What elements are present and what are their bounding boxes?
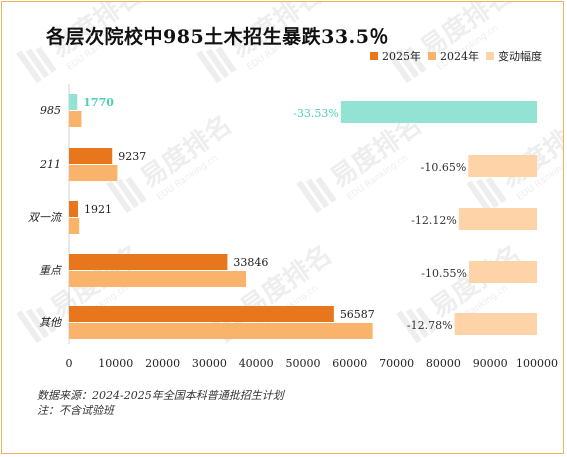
x-tick-label: 70000 xyxy=(379,357,414,370)
bar-2024 xyxy=(69,218,80,234)
category-label: 重点 xyxy=(39,264,63,277)
x-tick-label: 30000 xyxy=(192,357,227,370)
change-bar xyxy=(458,208,537,230)
change-bar xyxy=(468,155,537,177)
x-tick-label: 100000 xyxy=(516,357,558,370)
x-tick-label: 90000 xyxy=(473,357,508,370)
legend: 2025年 2024年 变动幅度 xyxy=(370,49,549,63)
legend-label-2024: 2024年 xyxy=(440,50,479,63)
category-label: 211 xyxy=(39,158,61,171)
legend-swatch-2025 xyxy=(370,52,378,60)
value-label-2025: 33846 xyxy=(233,256,268,269)
value-label-2025: 56587 xyxy=(340,308,375,321)
x-tick-label: 10000 xyxy=(98,357,133,370)
legend-item-change: 变动幅度 xyxy=(486,48,542,64)
legend-swatch-change xyxy=(486,52,494,60)
change-label: -10.65% xyxy=(421,161,467,174)
change-label: -10.55% xyxy=(421,267,467,280)
legend-label-2025: 2025年 xyxy=(382,50,421,63)
value-label-2025: 1921 xyxy=(84,203,112,216)
category-label: 985 xyxy=(40,104,61,117)
x-tick-label: 20000 xyxy=(145,357,180,370)
bar-2025 xyxy=(69,306,334,322)
bar-2024 xyxy=(69,165,118,181)
legend-item-2025: 2025年 xyxy=(370,48,421,64)
bar-2025 xyxy=(69,201,78,217)
bar-2025 xyxy=(69,254,228,270)
legend-swatch-2024 xyxy=(428,52,436,60)
value-label-2025: 9237 xyxy=(118,150,146,163)
x-tick-label: 0 xyxy=(66,357,73,370)
value-label-2025: 1770 xyxy=(83,96,114,109)
change-label: -12.78% xyxy=(407,319,453,332)
bar-2024 xyxy=(69,271,247,287)
category-label: 双一流 xyxy=(28,211,63,224)
chart-notes: 数据来源：2024-2025年全国本科普通批招生计划 注：不含试验班 xyxy=(37,388,284,418)
change-label: -33.53% xyxy=(293,107,339,120)
legend-label-change: 变动幅度 xyxy=(498,50,542,63)
bar-2024 xyxy=(69,111,82,127)
bar-2025 xyxy=(69,148,113,164)
bar-2025 xyxy=(69,94,78,110)
x-tick-label: 40000 xyxy=(239,357,274,370)
bar-2024 xyxy=(69,323,373,339)
legend-item-2024: 2024年 xyxy=(428,48,479,64)
category-label: 其他 xyxy=(39,316,62,329)
x-tick-label: 80000 xyxy=(426,357,461,370)
chart-title: 各层次院校中985土木招生暴跌33.5％ xyxy=(46,26,389,48)
change-bar xyxy=(454,313,537,335)
change-bar xyxy=(468,261,537,283)
exclusion-note: 注：不含试验班 xyxy=(37,404,114,417)
change-label: -12.12% xyxy=(411,214,457,227)
x-tick-label: 50000 xyxy=(286,357,321,370)
x-tick-label: 60000 xyxy=(332,357,367,370)
change-bar xyxy=(340,101,537,123)
source-note: 数据来源：2024-2025年全国本科普通批招生计划 xyxy=(37,389,284,402)
